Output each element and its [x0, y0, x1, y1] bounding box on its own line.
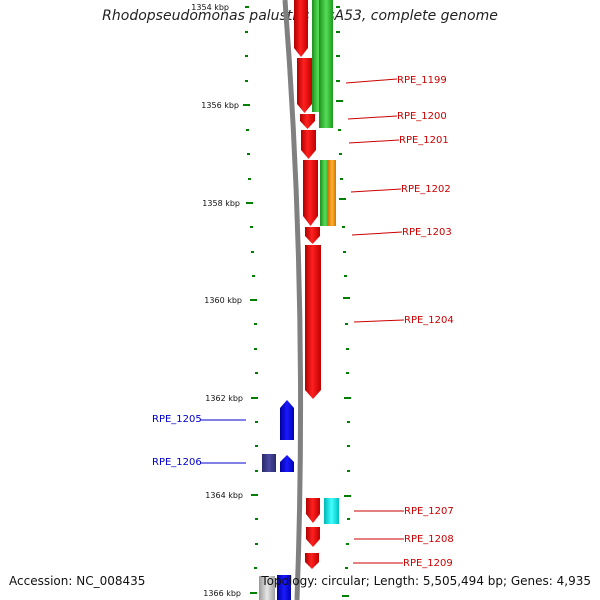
gene-label[interactable]: RPE_1203 — [402, 227, 452, 238]
gene-label[interactable]: RPE_1200 — [397, 111, 447, 122]
kbp-label: 1358 kbp — [202, 199, 240, 208]
kbp-label: 1366 kbp — [203, 589, 241, 598]
gene-label[interactable]: RPE_1206 — [152, 457, 202, 468]
kbp-label: 1362 kbp — [205, 394, 243, 403]
gene-arrow-forward — [297, 58, 312, 113]
gene-label[interactable]: RPE_1199 — [397, 75, 447, 86]
scale-ticks — [243, 6, 351, 597]
kbp-label: 1356 kbp — [201, 101, 239, 110]
gene-label[interactable]: RPE_1205 — [152, 414, 202, 425]
frame-features — [259, 0, 339, 600]
gene-leader-lines — [200, 78, 405, 564]
green-frame-feature — [320, 160, 330, 226]
kbp-label: 1360 kbp — [204, 296, 242, 305]
gene-label[interactable]: RPE_1202 — [401, 184, 451, 195]
gene-arrow-forward — [306, 527, 320, 547]
forward-strand-genes — [294, 0, 321, 569]
gene-arrow-reverse — [280, 400, 294, 440]
gene-arrow-forward — [305, 245, 321, 399]
green-frame-feature — [319, 0, 333, 128]
reverse-strand-genes — [262, 400, 294, 600]
gene-arrow-forward — [306, 498, 320, 523]
kbp-label: 1354 kbp — [191, 3, 229, 12]
genome-backbone — [282, 0, 304, 600]
gene-label[interactable]: RPE_1201 — [399, 135, 449, 146]
gene-arrow-reverse — [280, 455, 294, 472]
gene-arrow-forward — [305, 227, 320, 244]
gene-arrow-forward — [303, 160, 318, 226]
gene-arrow-forward — [301, 130, 316, 159]
gene-label[interactable]: RPE_1204 — [404, 315, 454, 326]
orange-frame-feature — [328, 160, 336, 226]
kbp-label: 1364 kbp — [205, 491, 243, 500]
gene-block-reverse — [277, 575, 291, 600]
genome-summary-text: Topology: circular; Length: 5,505,494 bp… — [261, 574, 591, 588]
cyan-frame-feature — [324, 498, 339, 524]
kbp-labels: 1354 kbp 1356 kbp 1358 kbp 1360 kbp 1362… — [191, 3, 243, 598]
gene-block-reverse — [262, 454, 276, 472]
accession-text: Accession: NC_008435 — [9, 574, 146, 588]
gene-arrow-forward — [294, 0, 308, 57]
gene-label[interactable]: RPE_1208 — [404, 534, 454, 545]
gene-arrow-forward — [305, 553, 319, 569]
gene-label[interactable]: RPE_1209 — [403, 558, 453, 569]
gene-arrow-forward — [300, 114, 315, 129]
gene-labels: RPE_1199 RPE_1200 RPE_1201 RPE_1202 RPE_… — [152, 75, 454, 569]
grey-frame-feature — [259, 576, 275, 600]
gene-label[interactable]: RPE_1207 — [404, 506, 454, 517]
